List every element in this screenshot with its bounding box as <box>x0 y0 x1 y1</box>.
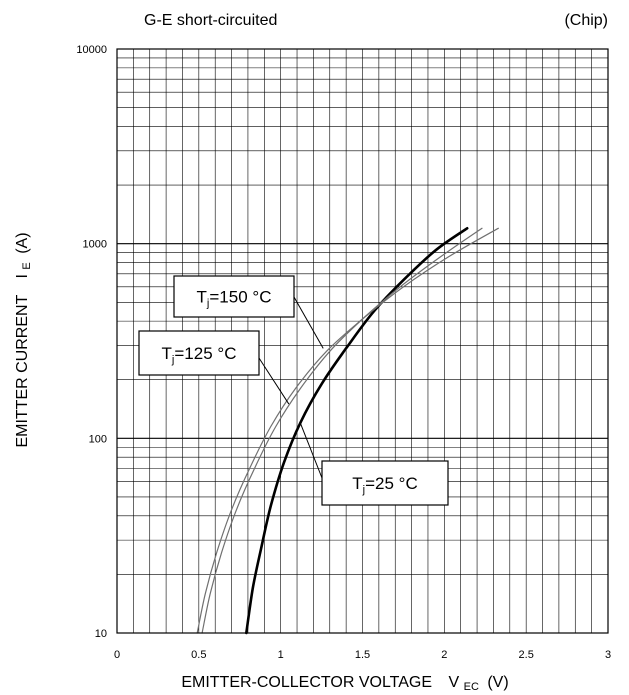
series-label-subscript: j <box>171 354 174 366</box>
y-axis-title: EMITTER CURRENT I E (A) <box>14 232 34 447</box>
x-tick-label: 0 <box>114 649 120 661</box>
callouts: Tj=25 °CTj=125 °CTj=150 °C <box>138 275 449 506</box>
y-tick-label: 1000 <box>83 239 107 251</box>
x-tick-label: 1.5 <box>355 649 370 661</box>
series-label: Tj=125 °C <box>162 344 237 366</box>
callout-leader <box>258 357 290 405</box>
header-condition: G-E short-circuited <box>144 12 277 29</box>
x-axis-title-main: EMITTER-COLLECTOR VOLTAGE <box>181 674 432 691</box>
y-axis-title-subscript: E <box>21 262 33 269</box>
series-label-main: T <box>162 344 172 363</box>
y-axis-title-symbol: I <box>14 274 31 278</box>
y-axis-title-unit: (A) <box>14 232 31 253</box>
y-tick-label: 100 <box>89 433 107 445</box>
series-line-0 <box>245 227 469 635</box>
series-label: Tj=25 °C <box>352 474 417 496</box>
callout-leader <box>293 296 324 349</box>
callout-box <box>173 275 295 318</box>
series-label-main: T <box>352 474 362 493</box>
series-line-2 <box>196 227 499 634</box>
y-axis-title-main: EMITTER CURRENT <box>14 294 31 447</box>
x-tick-label: 2.5 <box>519 649 534 661</box>
callout-box <box>138 330 260 376</box>
series-label-subscript: j <box>206 298 209 310</box>
tick-labels: 0 0.5 1 1.5 2 2.5 3 10 100 1000 10000 <box>76 44 611 661</box>
plot-frame <box>116 48 609 634</box>
curves <box>196 227 499 635</box>
x-axis-title-subscript: EC <box>464 681 479 693</box>
callout-box <box>321 460 449 506</box>
x-tick-label: 0.5 <box>191 649 206 661</box>
x-axis-title-unit: (V) <box>487 674 508 691</box>
x-tick-label: 3 <box>605 649 611 661</box>
y-tick-label: 10000 <box>76 44 107 56</box>
header-scope: (Chip) <box>564 12 608 29</box>
series-label-rest: =150 °C <box>209 288 271 307</box>
annotation-leaders <box>258 296 324 479</box>
series-label-subscript: j <box>362 484 365 496</box>
y-tick-label: 10 <box>95 628 107 640</box>
series-label-main: T <box>197 288 207 307</box>
grid <box>117 49 608 633</box>
callout-leader <box>299 422 323 479</box>
x-axis-title: EMITTER-COLLECTOR VOLTAGE V EC (V) <box>181 674 508 694</box>
x-tick-label: 1 <box>278 649 284 661</box>
series-label-rest: =125 °C <box>174 344 236 363</box>
x-axis-title-symbol: V <box>448 674 459 691</box>
x-tick-label: 2 <box>441 649 447 661</box>
series-line-1 <box>201 227 483 634</box>
series-label-rest: =25 °C <box>365 474 418 493</box>
series-label: Tj=150 °C <box>197 288 272 310</box>
